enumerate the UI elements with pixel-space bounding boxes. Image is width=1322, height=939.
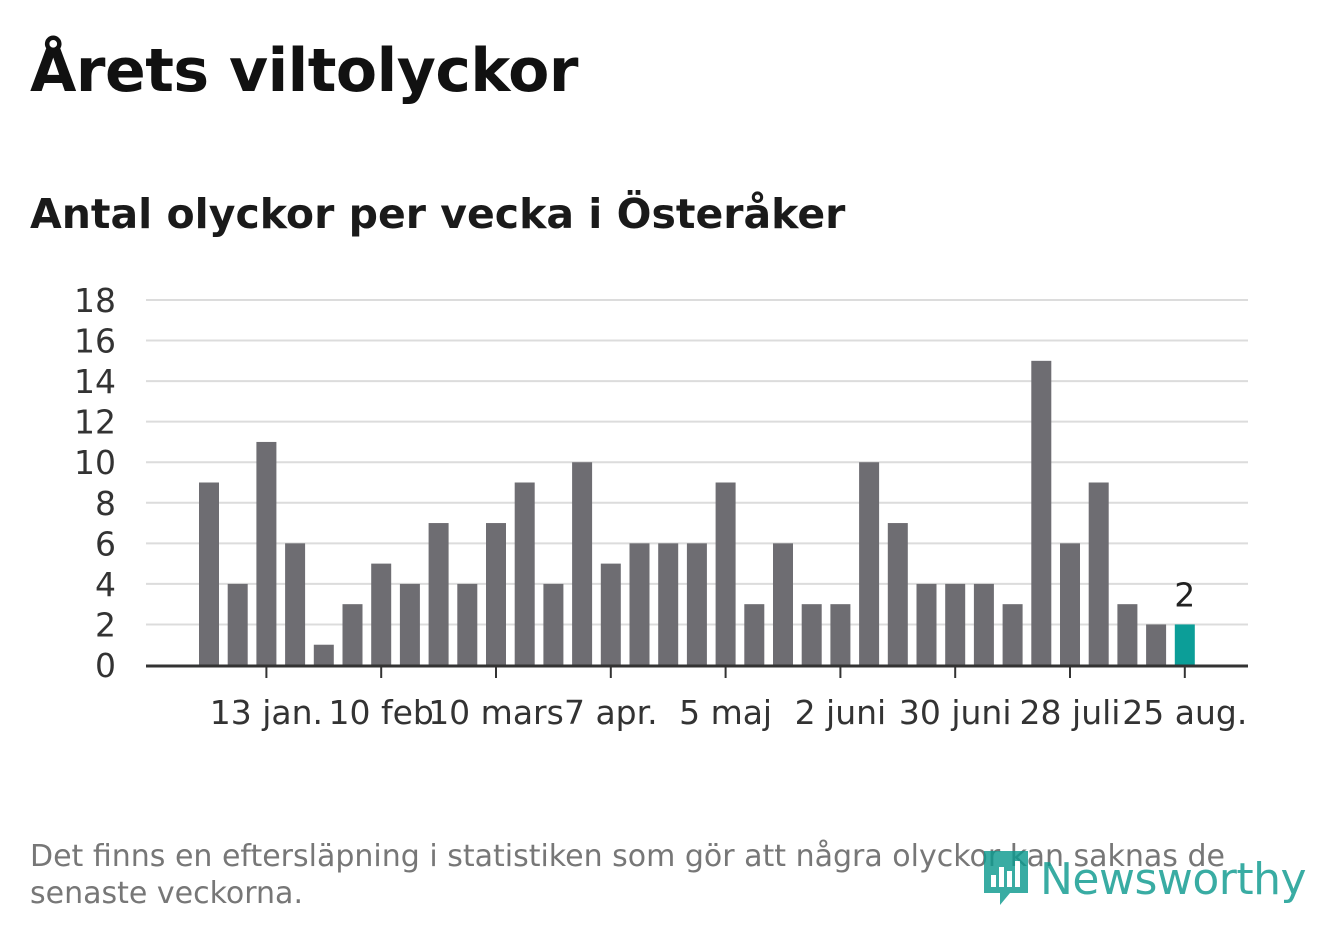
bar — [371, 563, 392, 665]
bar — [744, 604, 765, 665]
x-tick-label: 5 maj — [679, 693, 772, 732]
bar — [830, 604, 851, 665]
x-tick-label: 25 aug. — [1122, 693, 1247, 732]
y-tick-label: 4 — [95, 565, 116, 604]
bar — [256, 441, 277, 665]
bar — [916, 583, 937, 665]
y-tick-label: 6 — [95, 524, 116, 563]
bar — [543, 583, 564, 665]
y-tick-label: 0 — [95, 646, 116, 685]
y-tick-label: 14 — [74, 362, 116, 401]
bar — [686, 543, 707, 665]
bar — [1117, 604, 1138, 665]
bar — [572, 462, 593, 665]
x-tick-label: 10 mars — [428, 693, 564, 732]
bar — [773, 543, 793, 665]
bar — [399, 583, 420, 665]
logo-text: Newsworthy — [1040, 853, 1307, 905]
bar — [313, 644, 334, 665]
y-tick-label: 12 — [74, 403, 116, 442]
bar — [1031, 360, 1052, 665]
bar — [859, 462, 880, 665]
bar — [801, 604, 822, 665]
bar — [457, 583, 478, 665]
bar — [1060, 543, 1080, 665]
bar — [887, 523, 908, 665]
x-tick-label: 13 jan. — [210, 693, 323, 732]
bar — [342, 604, 363, 665]
data-label: 2 — [1174, 575, 1195, 614]
newsworthy-logo: Newsworthy — [980, 846, 1307, 912]
y-tick-label: 2 — [95, 605, 116, 644]
x-tick-label: 28 juli — [1020, 693, 1121, 732]
x-tick-label: 30 juni — [899, 693, 1012, 732]
y-tick-label: 10 — [74, 443, 116, 482]
newsworthy-logo-icon — [984, 851, 1028, 905]
x-tick-label: 10 feb — [329, 693, 434, 732]
bar — [945, 583, 966, 665]
bar — [514, 482, 535, 665]
chart-title: Årets viltolyckor — [30, 36, 579, 106]
bar — [1146, 624, 1167, 665]
bar — [600, 563, 621, 665]
bar-highlight — [1174, 624, 1195, 665]
chart-subtitle: Antal olyckor per vecka i Österåker — [30, 190, 846, 238]
bar — [715, 482, 736, 665]
bar — [486, 523, 506, 665]
x-tick-label: 2 juni — [795, 693, 887, 732]
y-tick-label: 16 — [74, 322, 116, 361]
bar — [428, 523, 449, 665]
y-tick-label: 18 — [74, 281, 116, 320]
bar — [973, 583, 994, 665]
bar — [629, 543, 650, 665]
x-tick-label: 7 apr. — [564, 693, 658, 732]
bar — [658, 543, 679, 665]
bar — [199, 482, 219, 665]
bar — [1088, 482, 1109, 665]
y-tick-label: 8 — [95, 484, 116, 523]
bar — [285, 543, 306, 665]
bar — [227, 583, 248, 665]
bar — [1002, 604, 1023, 665]
